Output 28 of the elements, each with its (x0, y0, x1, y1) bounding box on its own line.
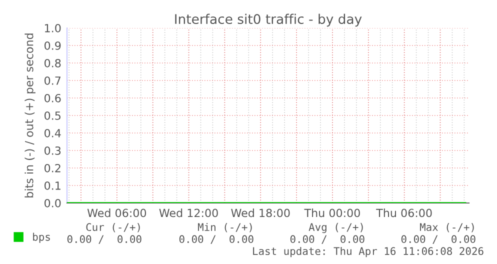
text: 0.00 / 0.00 (179, 235, 254, 244)
y-tick-label: 0.0 (44, 198, 61, 208)
y-tick-label: 0.1 (44, 181, 60, 190)
y-tick-label: 0.3 (44, 146, 61, 155)
text: Max (-/+) (420, 223, 474, 232)
text: Last update: Thu Apr 16 11:06:08 2026 (253, 246, 484, 258)
y-tick-label: 0.4 (44, 128, 61, 138)
text: Min (-/+) (198, 222, 252, 232)
chart-title: Interface sit0 traffic - by day (175, 14, 362, 27)
y-tick-label: 0.6 (44, 94, 61, 102)
text: 0.00 / 0.00 (401, 235, 476, 244)
y-axis-title: bits in (-) / out (+) per second (24, 34, 36, 198)
x-tick-label: Wed 12:00 (159, 208, 218, 218)
text: 0.00 / 0.00 (290, 235, 364, 244)
x-tick-label: Thu 06:00 (376, 208, 432, 218)
y-tick-label: 0.5 (44, 111, 60, 120)
y-tick-label: 0.9 (44, 41, 61, 50)
legend-label: bps (33, 232, 50, 243)
y-tick-label: 0.7 (44, 76, 60, 85)
text: Cur (-/+) (86, 223, 140, 232)
x-tick-label: Wed 18:00 (231, 208, 290, 218)
text: 0.00 / 0.00 (67, 235, 142, 244)
text: Avg (-/+) (308, 222, 363, 234)
y-tick-label: 0.8 (44, 58, 61, 68)
x-tick-label: Thu 00:00 (304, 208, 360, 218)
y-tick-label: 1.0 (44, 24, 61, 32)
y-tick-label: 0.2 (44, 164, 60, 172)
x-tick-label: Wed 06:00 (87, 208, 146, 218)
